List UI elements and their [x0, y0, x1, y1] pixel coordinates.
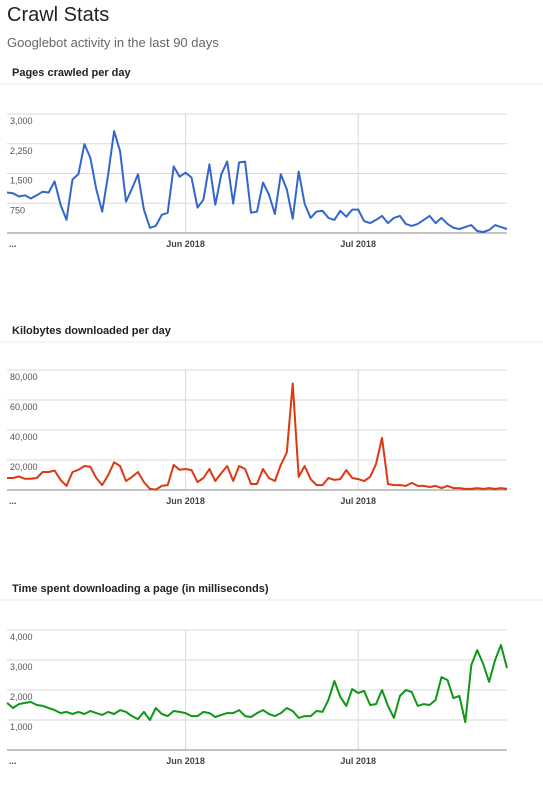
y-tick-label: 750: [10, 205, 25, 215]
x-tick-label: ...: [9, 756, 17, 766]
y-tick-label: 60,000: [10, 402, 38, 412]
x-tick-label: ...: [9, 496, 17, 506]
chart-title: Pages crawled per day: [12, 67, 131, 79]
x-tick-label: Jul 2018: [340, 239, 376, 249]
data-line: [7, 382, 508, 491]
page-title: Crawl Stats: [7, 4, 109, 26]
data-line: [6, 130, 508, 233]
chart-title: Kilobytes downloaded per day: [12, 325, 172, 337]
x-tick-label: Jul 2018: [340, 496, 376, 506]
y-tick-label: 3,000: [10, 116, 33, 126]
y-tick-label: 3,000: [10, 662, 33, 672]
x-tick-label: Jun 2018: [166, 239, 205, 249]
y-tick-label: 1,000: [10, 722, 33, 732]
y-tick-label: 1,500: [10, 176, 33, 186]
x-tick-label: Jun 2018: [166, 496, 205, 506]
x-tick-label: Jul 2018: [340, 756, 376, 766]
y-tick-label: 4,000: [10, 632, 33, 642]
data-line: [6, 644, 508, 724]
y-tick-label: 40,000: [10, 432, 38, 442]
x-tick-label: Jun 2018: [166, 756, 205, 766]
y-tick-label: 80,000: [10, 372, 38, 382]
y-tick-label: 2,000: [10, 692, 33, 702]
page-subtitle: Googlebot activity in the last 90 days: [7, 35, 219, 50]
y-tick-label: 20,000: [10, 462, 38, 472]
y-tick-label: 2,250: [10, 146, 33, 156]
x-tick-label: ...: [9, 239, 17, 249]
chart-title: Time spent downloading a page (in millis…: [12, 583, 269, 595]
